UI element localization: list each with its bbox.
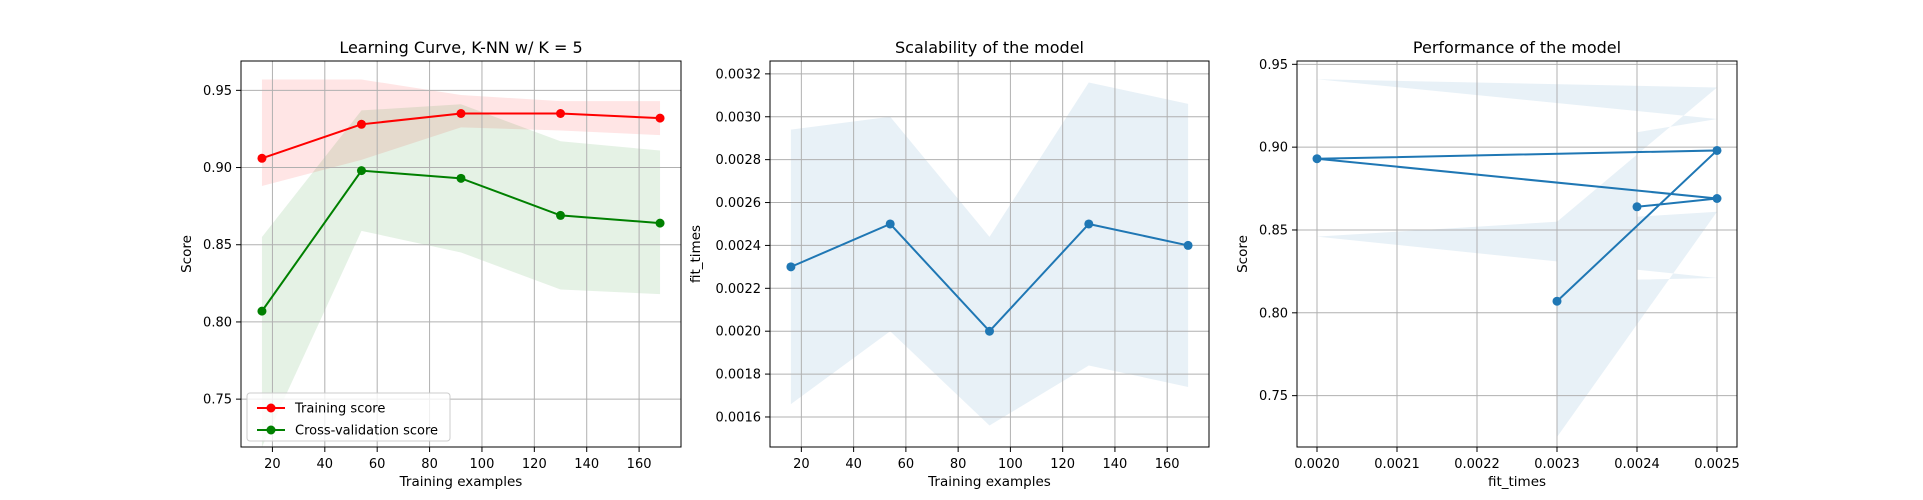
x-tick-label: 100: [998, 457, 1023, 472]
y-tick-label: 0.75: [203, 393, 232, 408]
y-tick-label: 0.0022: [716, 282, 762, 297]
data-point: [1084, 219, 1094, 229]
data-point: [885, 219, 895, 229]
y-tick-label: 0.0016: [716, 410, 762, 425]
data-point: [786, 262, 796, 272]
y-tick-label: 0.90: [203, 161, 232, 176]
data-point: [356, 166, 366, 176]
x-tick-label: 0.0020: [1294, 457, 1340, 472]
data-point: [1552, 296, 1562, 306]
performance-chart: 0.0020 0.0021 0.0022 0.0023 0.0024 0.0025 0.75…: [1235, 38, 1740, 490]
bands: [790, 82, 1189, 426]
legend-swatch-marker: [266, 425, 276, 435]
gridlines: [241, 61, 681, 447]
y-tick-label: 0.0032: [716, 67, 762, 82]
chart-title: Scalability of the model: [895, 38, 1084, 57]
legend-box: [246, 392, 451, 442]
data-point: [456, 108, 466, 118]
x-tick-label: 100: [470, 457, 495, 472]
y-axis-label: fit_times: [688, 225, 704, 283]
y-tick-label: 0.0030: [716, 110, 762, 125]
x-tick-label: 20: [264, 457, 281, 472]
legend-swatch-marker: [266, 403, 276, 413]
legend-label: Cross-validation score: [295, 424, 438, 439]
x-tick-label: 0.0025: [1694, 457, 1740, 472]
legend: Training score Cross-validation score: [246, 392, 451, 442]
plot-frame: [1296, 60, 1738, 448]
y-tick-label: 0.85: [1259, 223, 1288, 238]
x-tick-label: 160: [627, 457, 652, 472]
y-tick-label: 0.95: [203, 84, 232, 99]
y-tick-label: 0.80: [1259, 306, 1288, 321]
x-tick-label: 120: [522, 457, 547, 472]
data-point: [655, 218, 665, 228]
y-axis-label: Score: [1235, 235, 1251, 273]
y-tick-label: 0.0028: [716, 153, 762, 168]
gridlines: [770, 61, 1209, 447]
plot-frame: [240, 60, 682, 448]
x-tick-label: 40: [317, 457, 334, 472]
plot-frame: [769, 60, 1210, 448]
y-tick-label: 0.75: [1259, 389, 1288, 404]
x-tick-label: 80: [421, 457, 438, 472]
data-point: [1183, 240, 1193, 250]
std-band-0: [790, 82, 1189, 426]
x-tick-label: 140: [1103, 457, 1128, 472]
x-tick-label: 0.0024: [1614, 457, 1660, 472]
legend-label: Training score: [294, 402, 385, 417]
x-tick-label: 0.0023: [1534, 457, 1580, 472]
data-point: [1632, 202, 1642, 212]
data-point: [1712, 145, 1722, 155]
x-tick-label: 0.0021: [1374, 457, 1420, 472]
data-point: [257, 306, 267, 316]
chart-title: Learning Curve, K-NN w/ K = 5: [339, 38, 582, 57]
data-point: [655, 113, 665, 123]
learning-curve-chart: 20 40 60 80 100 120 140 160 0.75 0.80 0.85 0.90 0.95…: [179, 38, 682, 490]
std-band-1: [261, 104, 661, 447]
data-point: [1312, 154, 1322, 164]
scalability-chart: 20 40 60 80 100 120 140 160 0.0016 0.0018 0.0020 0.…: [688, 38, 1210, 490]
y-tick-label: 0.95: [1259, 58, 1288, 73]
x-axis-label: Training examples: [927, 474, 1051, 490]
data-point: [556, 210, 566, 220]
data-point: [356, 119, 366, 129]
y-tick-label: 0.80: [203, 315, 232, 330]
x-tick-label: 140: [574, 457, 599, 472]
x-tick-label: 40: [845, 457, 862, 472]
data-point: [257, 153, 267, 163]
x-axis-label: Training examples: [399, 474, 523, 490]
y-tick-label: 0.0026: [716, 196, 762, 211]
x-tick-label: 60: [369, 457, 386, 472]
y-tick-label: 0.90: [1259, 141, 1288, 156]
chart-title: Performance of the model: [1413, 38, 1621, 57]
x-tick-label: 60: [898, 457, 915, 472]
x-axis-label: fit_times: [1488, 474, 1546, 490]
std-band-0: [1317, 79, 1717, 438]
y-tick-label: 0.85: [203, 238, 232, 253]
y-tick-label: 0.0018: [716, 368, 762, 383]
bands: [1317, 79, 1717, 438]
x-tick-label: 80: [950, 457, 967, 472]
x-tick-label: 160: [1155, 457, 1180, 472]
data-point: [556, 108, 566, 118]
x-tick-label: 0.0022: [1454, 457, 1500, 472]
y-tick-label: 0.0020: [716, 325, 762, 340]
data-point: [1712, 194, 1722, 204]
std-band-0: [261, 79, 661, 187]
y-axis-label: Score: [179, 235, 195, 273]
x-tick-label: 20: [793, 457, 810, 472]
data-point: [456, 173, 466, 183]
data-point: [985, 326, 994, 336]
y-tick-label: 0.0024: [716, 239, 762, 254]
gridlines: [1297, 61, 1737, 447]
x-tick-label: 120: [1050, 457, 1075, 472]
bands: [261, 79, 661, 447]
